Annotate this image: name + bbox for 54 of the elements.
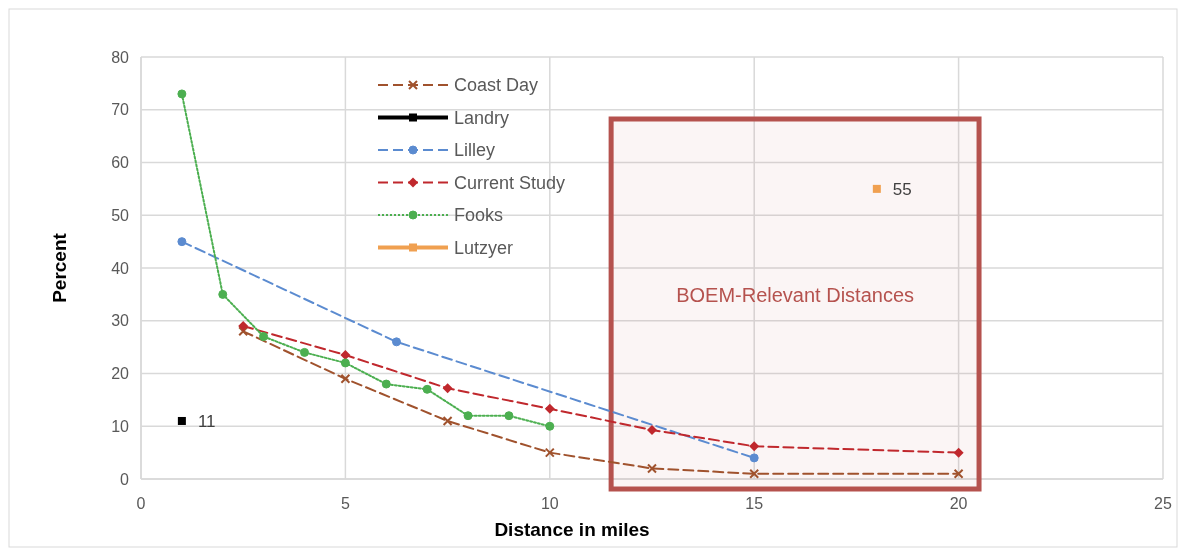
point xyxy=(544,447,555,458)
y-tick-label: 80 xyxy=(111,48,130,66)
point xyxy=(218,289,228,299)
point xyxy=(953,468,964,479)
point xyxy=(647,463,657,474)
point xyxy=(259,332,269,342)
data-label: 11 xyxy=(197,411,216,431)
point xyxy=(463,411,473,421)
point xyxy=(749,468,760,479)
x-tick-label: 10 xyxy=(540,495,559,512)
y-tick-label: 40 xyxy=(111,259,130,277)
point xyxy=(177,416,186,425)
y-tick-label: 10 xyxy=(111,417,130,435)
x-tick-label: 15 xyxy=(745,495,764,512)
y-tick-label: 30 xyxy=(111,312,130,330)
legend-label: Lilley xyxy=(454,140,496,161)
point xyxy=(442,415,453,426)
point xyxy=(442,383,453,394)
data-label: 55 xyxy=(892,179,912,199)
y-tick-label: 60 xyxy=(111,154,130,172)
point xyxy=(872,184,881,193)
point xyxy=(544,403,555,414)
point xyxy=(392,337,401,347)
point xyxy=(647,424,657,435)
legend-label: Current Study xyxy=(454,172,566,193)
point xyxy=(340,373,351,384)
point xyxy=(422,384,432,394)
point xyxy=(300,347,310,357)
x-axis-title: Distance in miles xyxy=(494,519,650,540)
point xyxy=(177,237,187,247)
point xyxy=(953,447,964,458)
x-tick-label: 25 xyxy=(1154,495,1172,512)
y-tick-label: 50 xyxy=(111,206,130,224)
x-tick-label: 5 xyxy=(340,495,350,512)
legend-label: Landry xyxy=(454,107,510,128)
point xyxy=(749,453,759,463)
legend-label: Lutzyer xyxy=(454,237,514,258)
point xyxy=(749,441,760,452)
point xyxy=(177,89,187,99)
legend-label: Coast Day xyxy=(454,75,539,96)
y-axis-title: Percent xyxy=(49,232,70,303)
point xyxy=(340,358,350,368)
point xyxy=(381,379,391,389)
x-tick-label: 0 xyxy=(136,495,146,512)
y-tick-label: 70 xyxy=(111,101,130,119)
band-label: BOEM-Relevant Distances xyxy=(676,284,915,307)
point xyxy=(238,326,249,337)
x-tick-label: 20 xyxy=(949,495,968,512)
point xyxy=(545,421,555,431)
point xyxy=(238,321,249,332)
point xyxy=(504,411,514,421)
y-tick-label: 0 xyxy=(120,470,130,488)
legend-label: Fooks xyxy=(454,205,504,226)
y-tick-label: 20 xyxy=(111,365,130,383)
